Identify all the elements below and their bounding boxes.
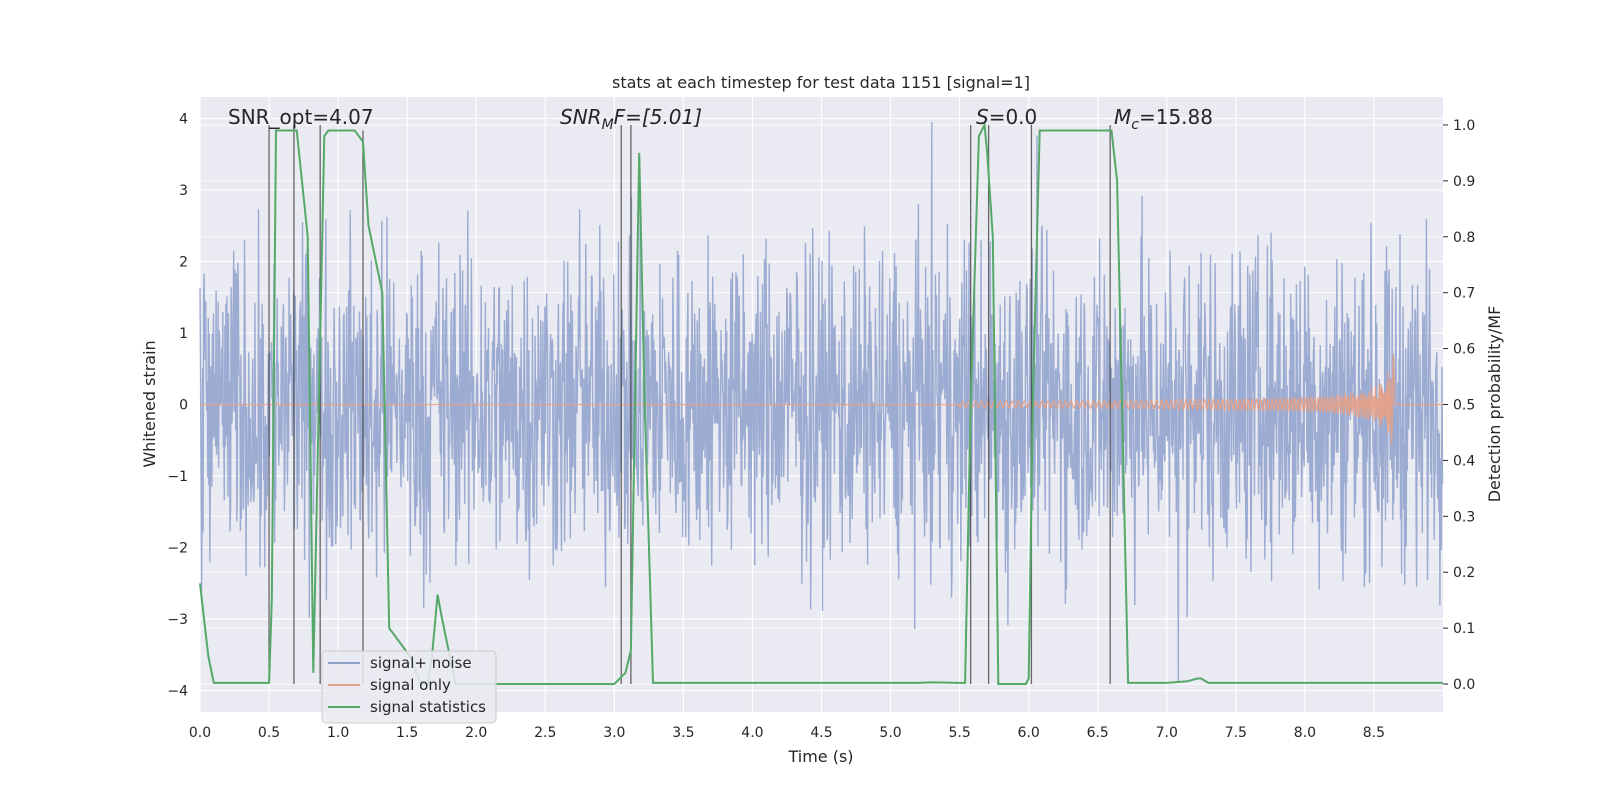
chart-title: stats at each timestep for test data 115… <box>612 73 1030 92</box>
series-signal-statistics <box>199 121 1443 685</box>
x-tick-label: 6.0 <box>1018 725 1040 741</box>
x-tick-label: 6.5 <box>1087 725 1109 741</box>
annotation-snr-opt: SNR_opt=4.07 <box>228 105 374 129</box>
x-tick-label: 2.5 <box>534 725 556 741</box>
axis-ticks: 0.0 0.5 1.0 1.5 2.0 2.5 3.0 3.5 4.0 4.5 5.0 5.5 6.0 6… <box>167 111 1475 741</box>
y-tick-label-left: −3 <box>167 612 188 628</box>
x-tick-label: 2.0 <box>465 725 487 741</box>
y-tick-label-left: −2 <box>167 541 188 557</box>
annotation-mc-base: M <box>1114 105 1131 129</box>
legend-label-signal-plus-noise: signal+ noise <box>370 654 472 672</box>
x-tick-label: 0.5 <box>258 725 280 741</box>
y-tick-label-right: 0.4 <box>1453 453 1475 469</box>
legend-label-signal-statistics: signal statistics <box>370 698 486 716</box>
y-tick-label-right: 0.3 <box>1453 509 1475 525</box>
annotation-snr-mf-sub: M <box>602 117 614 133</box>
series-signal-plus-noise <box>199 121 1444 681</box>
x-tick-label: 1.0 <box>327 725 349 741</box>
annotation-s: S=0.0 <box>976 105 1037 129</box>
x-tick-label: 5.5 <box>948 725 970 741</box>
x-tick-label: 4.0 <box>741 725 763 741</box>
annotation-mc-tail: =15.88 <box>1139 105 1213 129</box>
x-tick-label: 7.0 <box>1156 725 1178 741</box>
annotation-mc: Mc=15.88 <box>1114 105 1213 133</box>
x-tick-label: 8.0 <box>1294 725 1316 741</box>
y-tick-label-left: −1 <box>167 469 188 485</box>
y-tick-label-left: 0 <box>179 398 188 414</box>
annotation-s-base: S <box>976 105 989 129</box>
x-tick-label: 0.0 <box>189 725 211 741</box>
x-axis-label: Time (s) <box>787 747 853 766</box>
annotation-snr-mf-tail: F=[5.01] <box>614 105 702 129</box>
annotation-mc-sub: c <box>1131 117 1139 133</box>
noise-trace <box>199 121 1444 681</box>
y-tick-label-right: 1.0 <box>1453 118 1475 134</box>
y-tick-label-left: −4 <box>167 684 188 700</box>
y-tick-label-right: 0.9 <box>1453 174 1475 190</box>
x-tick-label: 1.5 <box>396 725 418 741</box>
y-tick-label-left: 2 <box>179 254 188 270</box>
y-tick-label-left: 1 <box>179 326 188 342</box>
x-tick-label: 7.5 <box>1225 725 1247 741</box>
chirp-trace <box>200 354 1443 445</box>
y-tick-label-right: 0.0 <box>1453 677 1475 693</box>
x-tick-label: 3.5 <box>672 725 694 741</box>
y-axis-label-left: Whitened strain <box>140 340 159 467</box>
annotation-snr-mf-base: SNR <box>560 105 602 129</box>
y-tick-label-right: 0.5 <box>1453 398 1475 414</box>
y-tick-label-left: 3 <box>179 183 188 199</box>
annotation-s-tail: =0.0 <box>989 105 1038 129</box>
x-tick-label: 4.5 <box>810 725 832 741</box>
y-tick-label-left: 4 <box>179 111 188 127</box>
annotation-snr-mf: SNRMF=[5.01] <box>560 105 702 133</box>
statistics-trace <box>199 121 1443 685</box>
y-tick-label-right: 0.8 <box>1453 230 1475 246</box>
y-tick-label-right: 0.7 <box>1453 286 1475 302</box>
legend-box <box>321 650 497 724</box>
y-tick-label-right: 0.6 <box>1453 342 1475 358</box>
x-tick-label: 8.5 <box>1363 725 1385 741</box>
y-tick-label-right: 0.2 <box>1453 565 1475 581</box>
series-signal-only <box>200 354 1443 445</box>
y-axis-label-right: Detection probability/MF <box>1485 306 1504 503</box>
x-tick-label: 5.0 <box>879 725 901 741</box>
legend-label-signal-only: signal only <box>370 676 451 694</box>
legend: signal+ noise signal only signal statist… <box>321 650 497 724</box>
x-tick-label: 3.0 <box>603 725 625 741</box>
y-tick-label-right: 0.1 <box>1453 621 1475 637</box>
